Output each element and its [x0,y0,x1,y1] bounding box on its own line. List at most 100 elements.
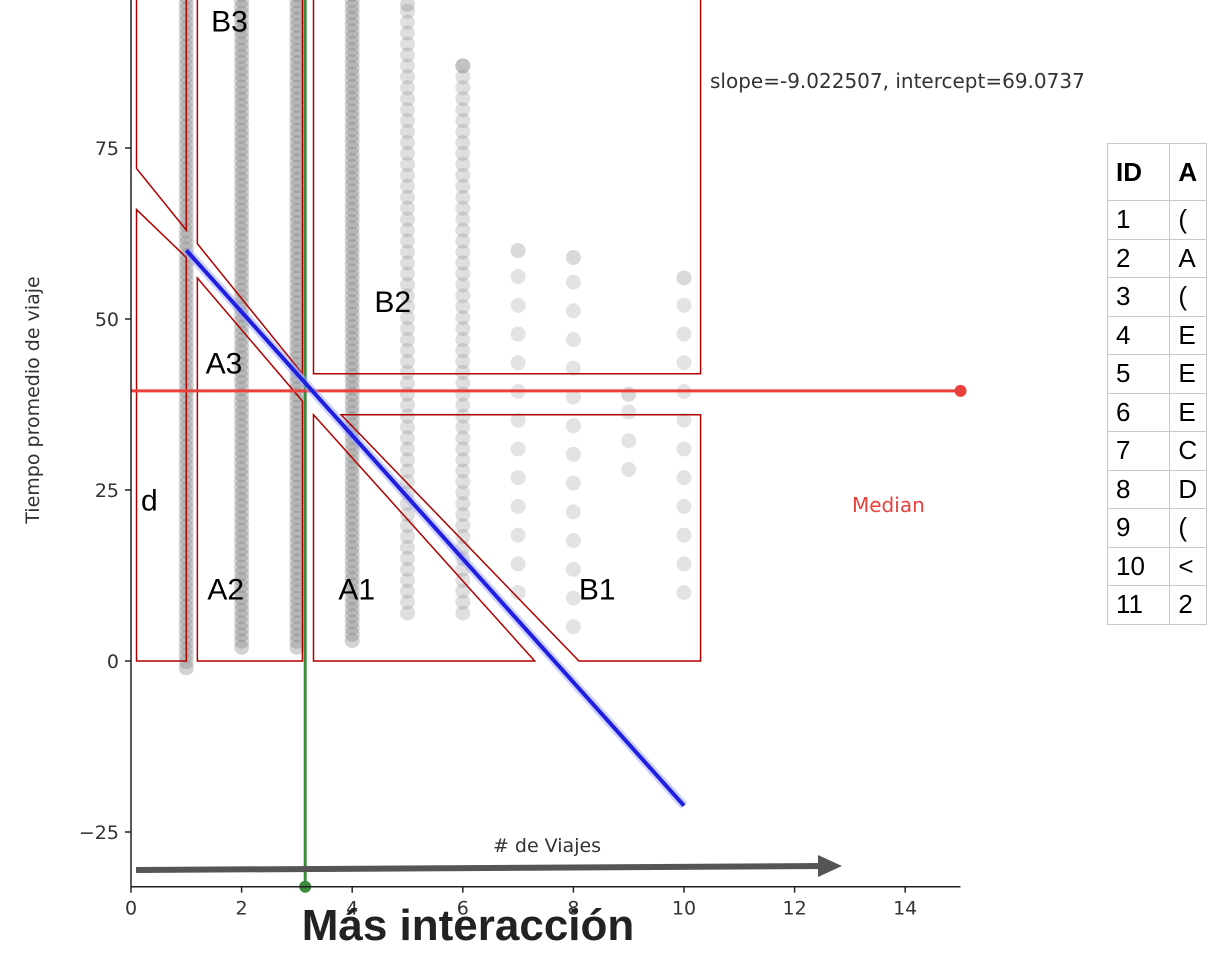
data-point [510,498,526,514]
data-point [400,550,415,566]
data-point [344,497,360,513]
data-point [289,405,305,421]
data-point [455,408,471,424]
x-tick-label: 2 [236,898,248,920]
data-point [565,303,581,319]
data-point [289,627,305,643]
data-point [344,232,360,248]
data-point [236,0,247,3]
table-header-id: ID [1106,143,1171,201]
data-point [344,245,360,261]
table-cell-id: 4 [1106,315,1171,355]
data-point [289,159,305,175]
data-point [234,11,250,27]
data-point [565,332,581,348]
data-point [344,325,360,341]
table-cell-id: 6 [1106,392,1171,432]
data-point [289,5,305,21]
data-point [344,448,360,464]
data-point [400,353,415,369]
data-point [234,110,250,126]
data-point [455,474,471,490]
zone-labels: cB3B2dA3A2A1B1 [141,6,616,607]
data-point [400,518,415,534]
data-point [400,222,415,238]
id-table: ID A 1(2 A 3(4 E 5 E 6 E 7 C 8 D 9(10 <11 2 [1106,143,1207,625]
data-point [344,288,360,304]
data-point [344,577,360,593]
data-point [400,102,415,118]
data-point [455,178,471,194]
data-point [400,0,415,12]
data-point [455,91,471,107]
table-cell-id: 3 [1106,277,1171,317]
data-point [291,0,303,3]
data-point [289,73,305,89]
data-point [400,113,415,129]
table-row: 11 2 [1106,585,1207,625]
x-tick-label: 14 [893,898,917,920]
data-point [178,235,194,251]
data-point [344,614,360,630]
data-point [234,405,250,421]
data-point [289,418,305,434]
data-point [455,430,471,446]
data-point [344,202,360,218]
data-point [344,189,360,205]
data-point [234,171,250,187]
data-point [234,639,250,655]
data-point [344,78,360,94]
data-point [510,470,526,486]
data-point [455,135,471,151]
data-point [234,18,250,34]
data-point [289,0,305,9]
data-point [234,270,250,286]
data-point [289,442,305,458]
table-cell-id: 10 [1106,546,1171,586]
data-point [289,288,305,304]
data-point [234,590,250,606]
data-point [289,196,305,212]
data-point [400,178,415,194]
data-point [289,393,305,409]
data-point [234,245,250,261]
data-point [400,463,415,479]
x-tick-label: 4 [346,898,358,920]
data-point [344,171,360,187]
data-point [344,208,360,224]
data-point [289,258,305,274]
zone-label: A2 [207,573,244,606]
data-point [455,113,471,129]
data-point [565,561,581,577]
data-point [234,215,250,231]
data-point [344,85,360,101]
data-point [344,589,360,605]
y-tick-label: −25 [79,822,119,844]
data-point [289,436,305,452]
data-point [400,189,415,205]
data-point [289,529,305,545]
table-cell-a: ( [1169,508,1207,548]
data-point [344,0,360,8]
data-point [289,42,305,58]
data-point [455,441,471,457]
table-cell-id: 5 [1106,354,1171,394]
data-point [344,42,360,58]
data-point [400,244,415,260]
data-point [234,424,250,440]
data-point [234,529,250,545]
data-point [234,609,250,625]
data-point [234,399,250,415]
interaction-arrow [135,855,842,877]
data-point [344,596,360,612]
data-point [510,269,526,285]
data-point [289,190,305,206]
data-point [234,251,250,267]
data-point [344,263,360,279]
data-point [455,277,471,293]
data-point [289,202,305,218]
data-point [455,485,471,501]
data-point [289,30,305,46]
data-point [289,67,305,83]
data-point [455,244,471,260]
